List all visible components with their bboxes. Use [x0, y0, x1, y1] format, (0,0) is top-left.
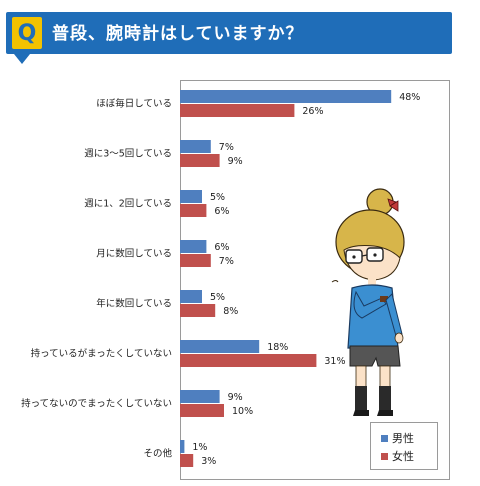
legend-swatch-female — [381, 452, 388, 460]
value-label-female: 10% — [232, 406, 253, 417]
value-label-male: 1% — [192, 442, 207, 453]
bar-female — [180, 304, 216, 317]
bar-female — [180, 204, 207, 217]
bar-male — [180, 290, 202, 303]
question-banner — [6, 12, 452, 54]
category-label: その他 — [143, 448, 172, 460]
bar-male — [180, 390, 220, 403]
bar-female — [180, 454, 194, 467]
value-label-male: 7% — [219, 142, 234, 153]
chart-legend: 男性 女性 — [370, 422, 438, 470]
value-label-female: 6% — [214, 206, 229, 217]
value-label-male: 48% — [399, 92, 420, 103]
category-label: 持っているがまったくしていない — [31, 348, 172, 360]
category-label: ほぼ毎日している — [96, 98, 172, 110]
bar-female — [180, 254, 211, 267]
legend-item-female: 女性 — [381, 447, 437, 465]
bar-female — [180, 404, 224, 417]
bar-male — [180, 440, 185, 453]
value-label-female: 26% — [302, 106, 323, 117]
value-label-male: 18% — [267, 342, 288, 353]
value-label-male: 5% — [210, 192, 225, 203]
bar-female — [180, 154, 220, 167]
legend-swatch-male — [381, 434, 388, 442]
category-label: 週に3〜5回している — [84, 148, 172, 160]
legend-label-female: 女性 — [392, 450, 414, 463]
value-label-female: 7% — [219, 256, 234, 267]
legend-item-male: 男性 — [381, 429, 437, 447]
bar-male — [180, 190, 202, 203]
category-label: 年に数回している — [96, 298, 172, 310]
banner-pointer — [14, 54, 30, 64]
value-label-female: 8% — [223, 306, 238, 317]
girl-with-glasses-illustration — [331, 188, 405, 416]
category-label: 月に数回している — [96, 248, 172, 260]
bar-female — [180, 104, 295, 117]
value-label-male: 9% — [228, 392, 243, 403]
bar-female — [180, 354, 317, 367]
value-label-male: 5% — [210, 292, 225, 303]
question-badge: Q — [12, 17, 42, 49]
value-label-female: 3% — [201, 456, 216, 467]
bar-male — [180, 140, 211, 153]
value-label-female: 31% — [324, 356, 345, 367]
value-label-female: 9% — [228, 156, 243, 167]
bar-male — [180, 90, 392, 103]
category-label: 週に1、2回している — [84, 198, 172, 210]
plot-frame — [180, 80, 450, 480]
bar-male — [180, 340, 260, 353]
chart-title: 普段、腕時計はしていますか？ — [52, 24, 304, 44]
bar-male — [180, 240, 207, 253]
category-label: 持ってないのでまったくしていない — [21, 398, 172, 410]
value-label-male: 6% — [214, 242, 229, 253]
legend-label-male: 男性 — [392, 432, 414, 445]
